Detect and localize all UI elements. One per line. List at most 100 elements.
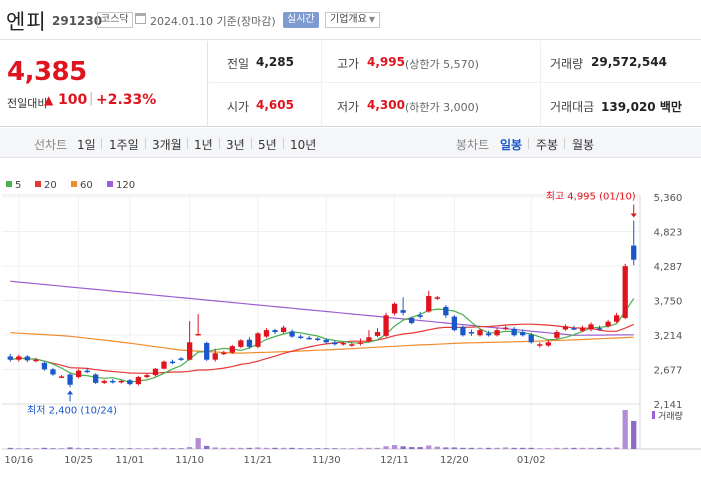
- volume-bar: [631, 420, 637, 449]
- tab-daily[interactable]: 일봉: [500, 138, 523, 152]
- low-label: 저가: [337, 100, 360, 114]
- volume-bar: [545, 448, 551, 449]
- tab-divider: [219, 138, 220, 149]
- volume-bar: [409, 447, 415, 449]
- candle-body: [204, 342, 210, 360]
- legend-swatch: [71, 181, 77, 187]
- volume-bar: [417, 447, 423, 449]
- legend-label: 60: [80, 180, 93, 191]
- candle-body: [212, 353, 218, 360]
- candle-body: [485, 333, 492, 336]
- tab-divider: [101, 138, 102, 149]
- legend-swatch: [35, 181, 41, 187]
- candle-body: [33, 359, 39, 362]
- legend-label: 20: [44, 180, 57, 191]
- prev-close-value: 4,285: [256, 55, 294, 69]
- tab-1d[interactable]: 1일: [77, 138, 96, 152]
- volume-bar: [75, 447, 82, 449]
- volume-bar: [298, 448, 304, 449]
- change-label: 전일대비: [7, 97, 48, 110]
- y-tick-label: 3,750: [654, 297, 683, 308]
- candle-body: [460, 326, 466, 336]
- tab-weekly[interactable]: 주봉: [536, 138, 559, 152]
- volume-bar: [494, 447, 500, 449]
- candle-body: [7, 356, 13, 360]
- x-tick-label: 12/20: [440, 455, 469, 466]
- x-tick-label: 11/10: [175, 455, 204, 466]
- candle-body: [50, 369, 56, 375]
- candle-body: [537, 344, 543, 346]
- tab-5y[interactable]: 5년: [258, 138, 277, 152]
- x-tick-label: 01/02: [517, 455, 546, 466]
- ma5-line: [10, 298, 635, 383]
- candle-body: [118, 380, 124, 383]
- tab-10y[interactable]: 10년: [290, 138, 317, 152]
- candle-body: [571, 328, 577, 330]
- candle-body: [306, 337, 312, 340]
- stats-row-2: 시가 4,605 저가 4,300 (하한가 3,000) 거래대금 139,0…: [209, 84, 701, 126]
- open-value: 4,605: [256, 98, 294, 112]
- candle-body: [263, 330, 270, 337]
- candle-body: [366, 337, 372, 342]
- candle-body: [520, 332, 526, 336]
- tab-1w[interactable]: 1주일: [109, 138, 139, 152]
- volume-legend-swatch: [652, 411, 655, 419]
- volume-bar: [485, 447, 492, 449]
- candle-body: [298, 336, 304, 339]
- base-date: 2024.01.10 기준(장마감): [150, 15, 276, 28]
- market-badge: 코스닥: [97, 12, 133, 28]
- volume-bar: [127, 448, 133, 449]
- company-overview-button[interactable]: 기업개요 ▼: [325, 12, 380, 28]
- candle-body: [41, 362, 48, 370]
- volume-bar: [451, 447, 458, 449]
- volume-bar: [596, 447, 603, 449]
- stock-name: 엔피: [6, 10, 47, 34]
- legend-label: 5: [15, 180, 21, 191]
- candle-body: [374, 332, 381, 336]
- tab-monthly[interactable]: 월봉: [572, 138, 595, 152]
- high-value: 4,995: [367, 55, 405, 69]
- volume-bar: [118, 448, 124, 449]
- volume-bar: [391, 445, 398, 449]
- volume-bar: [426, 445, 432, 449]
- volume-value: 29,572,544: [591, 55, 667, 69]
- tab-3m[interactable]: 3개월: [152, 138, 182, 152]
- volume-bar: [263, 447, 270, 449]
- volume-bar: [614, 447, 620, 449]
- realtime-button[interactable]: 실시간: [283, 12, 319, 28]
- tab-1y[interactable]: 1년: [194, 138, 213, 152]
- volume-bar: [41, 447, 48, 449]
- x-tick-label: 11/01: [115, 455, 144, 466]
- change-separator: |: [89, 91, 94, 106]
- candle-body: [332, 342, 338, 345]
- volume-bar: [169, 448, 176, 449]
- volume-bar: [50, 448, 56, 449]
- candle-body: [135, 377, 142, 385]
- candle-body: [280, 327, 287, 333]
- low-value: 4,300: [367, 98, 405, 112]
- volume-bar: [554, 447, 560, 449]
- line-chart-label: 선차트: [34, 138, 68, 152]
- candle-body: [383, 315, 389, 336]
- candle-body: [161, 361, 167, 369]
- y-tick-label: 3,214: [654, 331, 683, 342]
- stock-header: 엔피 291230 코스닥 2024.01.10 기준(장마감) 실시간 기업개…: [0, 0, 701, 40]
- volume-bar: [562, 447, 569, 449]
- candle-body: [605, 321, 611, 327]
- candle-body: [152, 368, 159, 376]
- candle-chart-label: 봉차트: [456, 138, 490, 152]
- candlestick-chart: 5 20 60 120 5,360 4,823 4,287 3,750 3,214 2,677 2,…: [2, 180, 701, 466]
- volume-bar: [460, 447, 466, 449]
- candle-body: [127, 380, 133, 385]
- candle-body: [622, 266, 628, 318]
- tab-3y[interactable]: 3년: [226, 138, 245, 152]
- candle-body: [502, 327, 509, 330]
- candle-body: [75, 370, 82, 378]
- y-tick-label: 4,287: [654, 262, 683, 273]
- candle-body: [528, 334, 534, 343]
- candle-body: [229, 346, 235, 353]
- volume-bar: [434, 446, 440, 449]
- volume-bar: [161, 447, 167, 449]
- legend-label: 120: [116, 180, 135, 191]
- chevron-down-icon: ▼: [368, 15, 375, 24]
